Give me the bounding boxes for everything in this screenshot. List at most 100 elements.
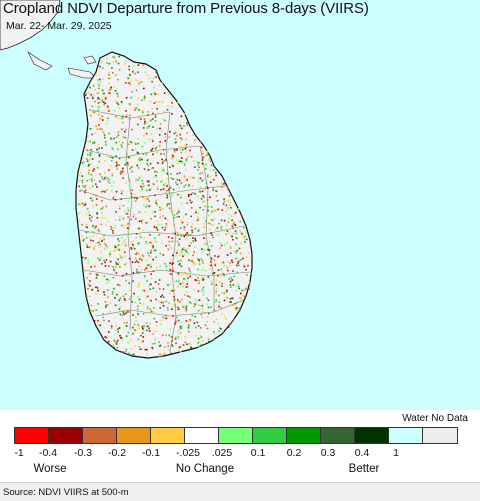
- ndvi-pixel: [104, 191, 106, 193]
- ndvi-pixel: [120, 337, 123, 339]
- ndvi-pixel: [127, 156, 130, 159]
- ndvi-pixel: [197, 342, 199, 344]
- ndvi-pixel: [124, 263, 126, 266]
- ndvi-pixel: [210, 258, 213, 261]
- ndvi-pixel: [137, 167, 140, 169]
- ndvi-pixel: [145, 322, 148, 324]
- ndvi-pixel: [101, 239, 104, 241]
- ndvi-pixel: [142, 127, 145, 129]
- map-area[interactable]: [0, 0, 480, 410]
- ndvi-pixel: [243, 295, 246, 298]
- ndvi-pixel: [124, 238, 127, 241]
- ndvi-pixel: [179, 259, 182, 262]
- ndvi-pixel: [107, 107, 110, 109]
- ndvi-pixel: [159, 206, 161, 208]
- ndvi-pixel: [121, 256, 124, 259]
- ndvi-pixel: [194, 212, 197, 215]
- ndvi-pixel: [95, 277, 98, 279]
- ndvi-pixel: [181, 219, 183, 222]
- ndvi-pixel: [190, 226, 193, 228]
- ndvi-pixel: [149, 234, 151, 236]
- ndvi-pixel: [173, 132, 176, 135]
- ndvi-pixel: [89, 128, 92, 130]
- ndvi-pixel: [87, 141, 89, 143]
- ndvi-pixel: [201, 190, 204, 193]
- ndvi-pixel: [196, 258, 199, 260]
- ndvi-pixel: [219, 247, 221, 249]
- ndvi-pixel: [125, 279, 127, 282]
- ndvi-pixel: [175, 336, 177, 338]
- ndvi-pixel: [153, 226, 156, 228]
- ndvi-pixel: [81, 235, 83, 237]
- ndvi-pixel: [171, 237, 174, 239]
- ndvi-pixel: [133, 194, 136, 196]
- ndvi-pixel: [153, 307, 156, 309]
- ndvi-pixel: [98, 124, 100, 126]
- ndvi-pixel: [211, 280, 213, 283]
- ndvi-pixel: [112, 277, 115, 279]
- ndvi-pixel: [194, 315, 196, 318]
- ndvi-pixel: [118, 284, 121, 287]
- ndvi-pixel: [130, 166, 132, 169]
- ndvi-pixel: [225, 291, 228, 293]
- ndvi-pixel: [198, 309, 200, 312]
- ndvi-pixel: [223, 274, 225, 276]
- ndvi-pixel: [220, 275, 222, 277]
- ndvi-pixel: [98, 147, 100, 150]
- ndvi-pixel: [217, 322, 219, 325]
- ndvi-pixel: [178, 263, 181, 266]
- ndvi-pixel: [218, 255, 220, 257]
- ndvi-pixel: [131, 170, 133, 173]
- ndvi-pixel: [171, 308, 173, 310]
- ndvi-pixel: [210, 219, 213, 221]
- ndvi-pixel: [131, 141, 133, 144]
- ndvi-pixel: [180, 332, 182, 334]
- ndvi-pixel: [190, 242, 192, 244]
- ndvi-pixel: [83, 161, 86, 163]
- ndvi-pixel: [117, 134, 120, 136]
- ndvi-pixel: [184, 335, 187, 338]
- ndvi-pixel: [185, 146, 188, 148]
- ndvi-pixel: [175, 178, 178, 181]
- ndvi-pixel: [185, 180, 187, 182]
- ndvi-pixel: [103, 136, 106, 139]
- ndvi-pixel: [244, 235, 246, 238]
- ndvi-pixel: [119, 297, 122, 300]
- ndvi-pixel: [199, 186, 202, 188]
- ndvi-pixel: [185, 305, 188, 308]
- ndvi-pixel: [232, 227, 235, 229]
- ndvi-pixel: [92, 170, 94, 172]
- legend-tick: -0.2: [107, 447, 127, 459]
- legend-better-label: Better: [348, 463, 380, 475]
- ndvi-pixel: [95, 194, 97, 197]
- ndvi-pixel: [125, 212, 127, 215]
- ndvi-pixel: [192, 134, 194, 136]
- ndvi-pixel: [196, 195, 199, 198]
- ndvi-pixel: [244, 241, 246, 243]
- ndvi-pixel: [82, 256, 84, 259]
- date-range: Mar. 22- Mar. 29, 2025: [6, 20, 112, 32]
- ndvi-pixel: [175, 131, 177, 134]
- ndvi-pixel: [95, 225, 97, 228]
- ndvi-pixel: [174, 298, 177, 300]
- ndvi-pixel: [184, 249, 187, 251]
- ndvi-pixel: [198, 299, 201, 301]
- ndvi-pixel: [174, 338, 177, 340]
- ndvi-pixel: [148, 327, 150, 329]
- ndvi-pixel: [213, 339, 215, 341]
- ndvi-pixel: [192, 192, 194, 194]
- ndvi-pixel: [112, 181, 115, 184]
- ndvi-pixel: [226, 208, 229, 211]
- ndvi-pixel: [249, 282, 251, 284]
- ndvi-pixel: [142, 229, 145, 231]
- ndvi-pixel: [122, 240, 125, 243]
- ndvi-pixel: [216, 287, 218, 290]
- ndvi-pixel: [152, 245, 154, 248]
- ndvi-pixel: [211, 211, 213, 213]
- ndvi-pixel: [112, 232, 114, 234]
- ndvi-pixel: [129, 338, 132, 341]
- ndvi-pixel: [156, 171, 158, 173]
- ndvi-pixel: [209, 181, 212, 184]
- ndvi-pixel: [137, 261, 140, 264]
- ndvi-pixel: [101, 207, 103, 210]
